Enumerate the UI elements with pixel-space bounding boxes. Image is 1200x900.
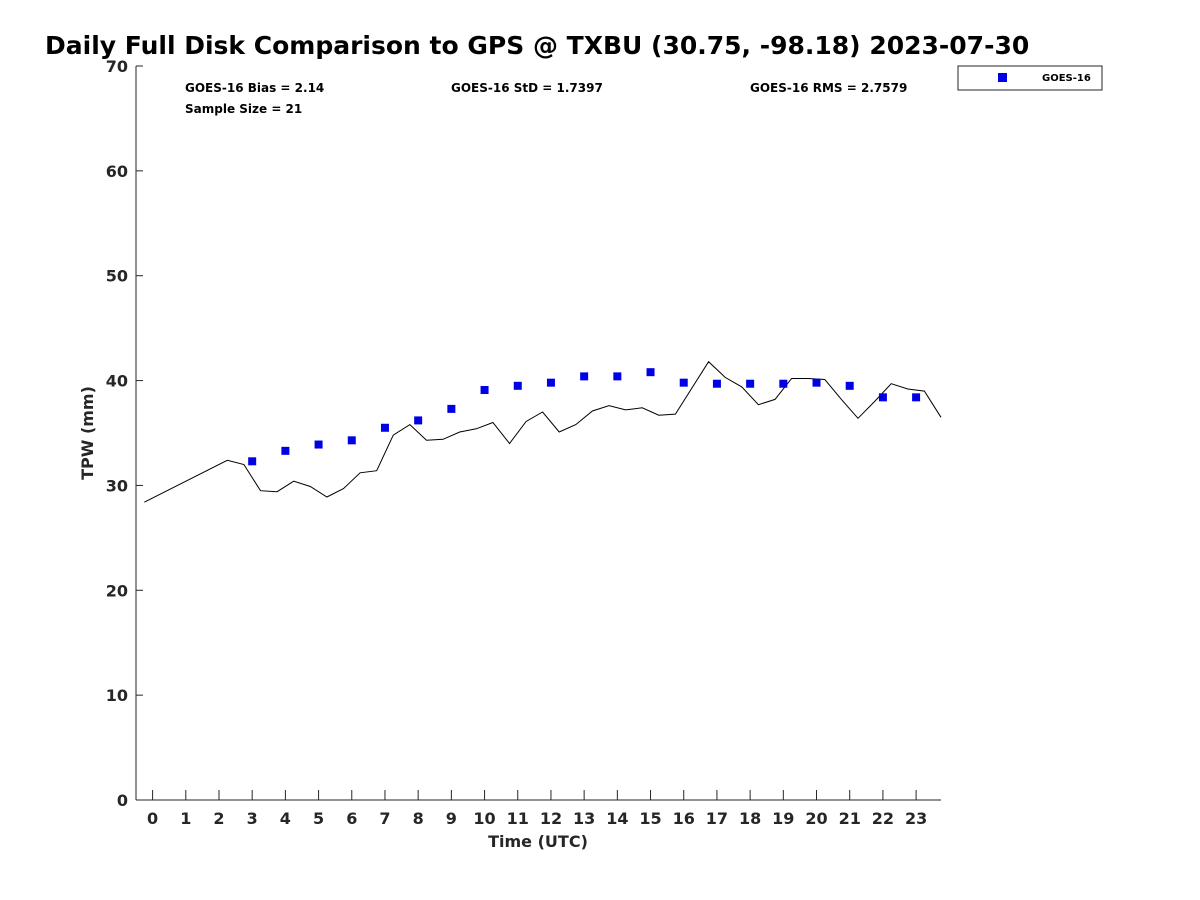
x-tick-label: 7 (379, 809, 390, 828)
x-tick-label: 13 (573, 809, 595, 828)
x-tick-label: 5 (313, 809, 324, 828)
goes16-point (347, 436, 356, 445)
goes16-point (248, 457, 257, 466)
x-tick-label: 11 (507, 809, 529, 828)
y-axis-label: TPW (mm) (78, 386, 97, 480)
sample-size-annotation: Sample Size = 21 (185, 102, 302, 116)
x-tick-label: 8 (413, 809, 424, 828)
x-tick-label: 14 (606, 809, 628, 828)
x-tick-label: 21 (839, 809, 861, 828)
goes16-point (314, 440, 323, 449)
goes16-point (812, 378, 821, 387)
x-tick-label: 6 (346, 809, 357, 828)
goes16-point (580, 372, 589, 381)
x-tick-label: 12 (540, 809, 562, 828)
series-lines (144, 360, 942, 503)
goes16-point (414, 416, 423, 425)
goes16-point (779, 379, 788, 388)
goes16-point (513, 381, 522, 390)
y-tick-label: 40 (106, 372, 128, 391)
goes16-point (546, 378, 555, 387)
series-points (248, 368, 921, 466)
legend-marker (998, 73, 1007, 82)
y-tick-label: 20 (106, 581, 128, 600)
goes16-point (447, 404, 456, 413)
x-tick-label: 16 (673, 809, 695, 828)
bias-annotation: GOES-16 Bias = 2.14 (185, 81, 324, 95)
goes16-point (679, 378, 688, 387)
x-tick-label: 22 (872, 809, 894, 828)
goes16-point (712, 379, 721, 388)
x-tick-label: 17 (706, 809, 728, 828)
x-tick-label: 4 (280, 809, 291, 828)
goes16-point (613, 372, 622, 381)
goes16-point (380, 423, 389, 432)
x-tick-label: 19 (772, 809, 794, 828)
x-tick-label: 2 (213, 809, 224, 828)
y-tick-label: 30 (106, 476, 128, 495)
x-tick-label: 0 (147, 809, 158, 828)
x-tick-label: 10 (473, 809, 495, 828)
y-tick-label: 0 (117, 791, 128, 810)
y-tick-label: 50 (106, 267, 128, 286)
goes16-point (646, 368, 655, 377)
x-tick-label: 18 (739, 809, 761, 828)
x-tick-label: 1 (180, 809, 191, 828)
y-tick-label: 10 (106, 686, 128, 705)
gps-line (144, 360, 942, 503)
x-ticks: 0 1 2 3 4 5 6 7 8 9 10 11 12 13 14 15 16 17 18 19 20 21 22 23 (147, 790, 927, 828)
legend-label: GOES-16 (1042, 73, 1091, 84)
plot-axes (135, 66, 941, 801)
y-tick-label: 60 (106, 162, 128, 181)
goes16-point (912, 393, 921, 402)
x-tick-label: 15 (639, 809, 661, 828)
goes16-point (480, 386, 489, 395)
y-ticks: 0 10 20 30 40 50 60 70 (106, 57, 143, 810)
goes16-point (878, 393, 887, 402)
goes16-point (281, 446, 290, 455)
x-axis-label: Time (UTC) (488, 832, 588, 851)
y-tick-label: 70 (106, 57, 128, 76)
legend-box (957, 65, 1103, 91)
stats-annotations: GOES-16 Bias = 2.14 GOES-16 StD = 1.7397… (185, 81, 907, 116)
rms-annotation: GOES-16 RMS = 2.7579 (750, 81, 907, 95)
x-tick-label: 23 (905, 809, 927, 828)
x-tick-label: 3 (247, 809, 258, 828)
goes16-point (746, 379, 755, 388)
goes16-point (845, 381, 854, 390)
x-tick-label: 20 (805, 809, 827, 828)
legend: GOES-16 (957, 65, 1103, 91)
x-tick-label: 9 (446, 809, 457, 828)
chart-title: Daily Full Disk Comparison to GPS @ TXBU… (45, 31, 1029, 60)
std-annotation: GOES-16 StD = 1.7397 (451, 81, 603, 95)
